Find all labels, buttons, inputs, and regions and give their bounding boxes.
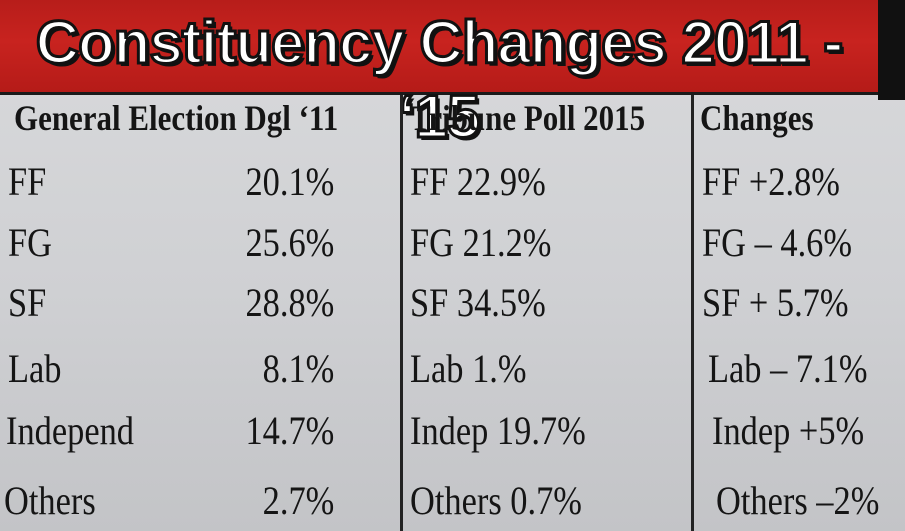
poll2015-value: SF 34.5% [410, 280, 546, 325]
header-tribune-poll: Tribune Poll 2015 [410, 98, 646, 138]
header-changes: Changes [700, 98, 814, 138]
column-divider [400, 95, 403, 531]
party-label: FF [8, 159, 47, 204]
title-banner: Constituency Changes 2011 - ‘15 [0, 0, 878, 152]
table-row: Independ 14.7% Indep 19.7% Indep +5% [0, 400, 905, 462]
change-value: FF +2.8% [702, 159, 840, 204]
ge2011-value: 28.8% [245, 280, 334, 325]
ge2011-value: 8.1% [262, 346, 334, 391]
change-value: Indep +5% [712, 408, 865, 453]
ge2011-value: 14.7% [245, 408, 334, 453]
table-row: SF 28.8% SF 34.5% SF + 5.7% [0, 272, 905, 334]
party-label: FG [8, 220, 52, 265]
table-row: FF 20.1% FF 22.9% FF +2.8% [0, 151, 905, 213]
party-label: Independ [6, 408, 134, 453]
change-value: SF + 5.7% [702, 280, 849, 325]
ge2011-value: 25.6% [245, 220, 334, 265]
change-value: Others –2% [716, 478, 880, 523]
party-label: SF [8, 280, 47, 325]
poll2015-value: Others 0.7% [410, 478, 582, 523]
change-value: FG – 4.6% [702, 220, 853, 265]
column-divider [691, 95, 694, 531]
change-value: Lab – 7.1% [708, 346, 868, 391]
page-title: Constituency Changes 2011 - ‘15 [34, 8, 845, 152]
party-label: Others [4, 478, 96, 523]
edge-strip [878, 0, 905, 100]
poll2015-value: Indep 19.7% [410, 408, 586, 453]
ge2011-value: 2.7% [262, 478, 334, 523]
table-row: Lab 8.1% Lab 1.% Lab – 7.1% [0, 338, 905, 400]
table-row: FG 25.6% FG 21.2% FG – 4.6% [0, 212, 905, 274]
party-label: Lab [8, 346, 62, 391]
header-general-election: General Election Dgl ‘11 [14, 98, 339, 138]
ge2011-value: 20.1% [245, 159, 334, 204]
table-row: Others 2.7% Others 0.7% Others –2% [0, 470, 905, 531]
poll2015-value: FF 22.9% [410, 159, 546, 204]
poll2015-value: FG 21.2% [410, 220, 552, 265]
poll2015-value: Lab 1.% [410, 346, 527, 391]
